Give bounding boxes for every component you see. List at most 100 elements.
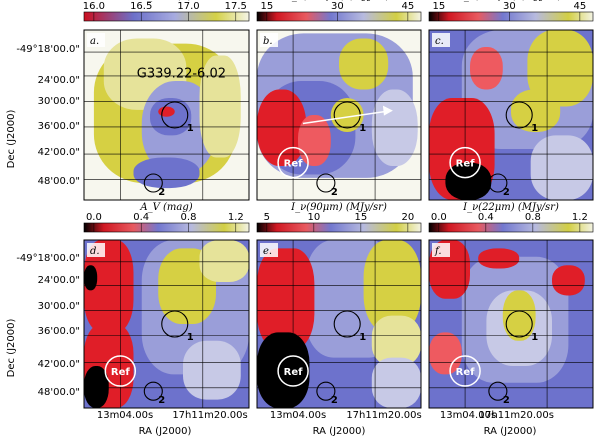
map-region <box>257 89 307 166</box>
panel-label: b. <box>263 36 273 47</box>
dec-ticks-top: -49°18'00.0" 24'00.0" 30'00.0" 36'00.0" … <box>16 44 80 187</box>
map-region <box>84 265 98 291</box>
map-region <box>470 47 503 90</box>
panel-a: 16.0 16.5 17.0 17.5 T_dust (K) a. 1 2 G339.22-6.… <box>83 0 250 201</box>
region-2-label: 2 <box>158 187 165 198</box>
region-1-label: 1 <box>531 123 538 134</box>
colorbar-tick-label: 16.5 <box>130 1 152 12</box>
panel-label-box <box>87 243 105 257</box>
region-1-label: 1 <box>187 332 194 343</box>
map-region <box>530 135 593 200</box>
reference-label: Ref <box>456 367 475 378</box>
map-frame <box>83 29 250 201</box>
region-1-circle <box>333 310 361 338</box>
map-frame <box>428 29 594 201</box>
reference-circle <box>104 355 137 387</box>
panel-title: I_ν(22μm) (MJy/sr) <box>462 202 559 213</box>
colorbar-tick-label: 17.0 <box>177 1 199 12</box>
x-axis-label: RA (J2000) <box>139 426 192 437</box>
map-d <box>84 240 249 408</box>
map-frame <box>256 239 422 409</box>
colorbar-gradient <box>428 11 594 22</box>
map-region <box>527 30 593 107</box>
map-region <box>363 240 421 333</box>
map-region <box>478 248 520 269</box>
map-a <box>84 30 249 200</box>
ra-tick: 13m04.00s <box>97 410 153 421</box>
dec-tick: 48'00.0" <box>38 176 80 187</box>
colorbar-tick-label: 0.0 <box>431 212 447 223</box>
panel-title: I_ν(90μm) (MJy/sr) <box>290 202 387 213</box>
panel-label-box <box>260 243 278 257</box>
panel-title: I_ν(250μm) (MJy/sr) <box>287 0 390 2</box>
panel-label: f. <box>434 246 442 257</box>
colorbar-gradient <box>256 11 422 22</box>
region-2-circle <box>143 173 163 193</box>
colorbar-tick-label: 16.0 <box>83 1 105 12</box>
x-axis-label: RA (J2000) <box>313 426 366 437</box>
colorbar-tick-label: 0.4 <box>478 212 494 223</box>
panel-d: 0.0 0.4 0.8 1.2 A_V (mag) d. 1 2 Ref <box>83 202 250 409</box>
panel-label: c. <box>435 36 444 47</box>
colorbar-f: 0.0 0.4 0.8 1.2 I_ν(22μm) (MJy/sr) <box>428 202 594 233</box>
panel-label-box <box>432 33 450 47</box>
dec-tick: 30'00.0" <box>38 96 80 107</box>
dec-tick: 36'00.0" <box>38 121 80 132</box>
map-region <box>330 98 364 132</box>
map-e <box>257 240 421 408</box>
colorbar-tick-label: 0.0 <box>86 212 102 223</box>
colorbar-gradient <box>83 222 250 233</box>
panel-title: T_dust (K) <box>140 0 192 2</box>
dec-tick: 30'00.0" <box>38 301 80 312</box>
map-region <box>183 340 241 400</box>
dec-tick: 24'00.0" <box>38 275 80 286</box>
panel-c: 15 30 45 I_ν(140μm) (MJy/sr) c. 1 2 Ref <box>428 0 594 201</box>
colorbar-tick-label: 15 <box>260 1 273 12</box>
panel-label-box <box>260 33 278 47</box>
panel-e: 5 10 15 20 I_ν(90μm) (MJy/sr) e. 1 2 Ref <box>256 202 422 409</box>
map-region <box>257 332 310 408</box>
region-1-circle <box>161 310 189 338</box>
panel-b: 15 30 45 I_ν(250μm) (MJy/sr) b. 1 2 Ref <box>256 0 422 201</box>
ra-ticks-bottom: 13m04.00s 17h11m20.00s 13m04.00s 17h11m2… <box>97 410 554 421</box>
region-1-circle <box>161 101 189 129</box>
region-2-circle <box>488 173 508 193</box>
reference-circle <box>277 355 309 387</box>
colorbar-c: 15 30 45 I_ν(140μm) (MJy/sr) <box>428 0 594 22</box>
region-2-label: 2 <box>503 187 510 198</box>
y-axis-label-bottom: Dec (J2000) <box>6 319 17 378</box>
ra-tick: 13m04.00s <box>270 410 326 421</box>
colorbar-tick-label: 20 <box>402 212 415 223</box>
region-1-label: 1 <box>359 332 366 343</box>
map-frame <box>428 239 594 409</box>
colorbar-tick-label: 30 <box>503 1 516 12</box>
map-region <box>257 248 315 350</box>
reference-circle <box>449 355 481 387</box>
reference-label: Ref <box>284 159 303 170</box>
map-region <box>371 357 421 408</box>
colorbar-gradient <box>83 11 250 22</box>
arrow-head <box>382 105 393 116</box>
panel-label-box <box>87 33 105 47</box>
map-region <box>502 290 536 341</box>
map-region <box>445 162 492 200</box>
colorbar-d: 0.0 0.4 0.8 1.2 A_V (mag) <box>83 202 250 233</box>
colorbar-tick-label: 15 <box>354 212 367 223</box>
colorbar-tick-label: 45 <box>402 1 415 12</box>
reference-label: Ref <box>111 367 130 378</box>
map-region <box>133 157 200 189</box>
region-2-label: 2 <box>331 187 338 198</box>
colorbar-tick-label: 5 <box>264 212 270 223</box>
map-region <box>84 366 109 408</box>
panel-title: A_V (mag) <box>139 202 192 213</box>
dec-tick: 24'00.0" <box>38 75 80 86</box>
colorbar-tick-label: 0.8 <box>181 212 197 223</box>
map-region <box>371 89 418 166</box>
map-frame <box>256 29 422 201</box>
panel-label-box <box>432 243 450 257</box>
map-c <box>429 30 593 200</box>
colorbar-a: 16.0 16.5 17.0 17.5 T_dust (K) <box>83 0 250 22</box>
dec-tick: 42'00.0" <box>38 359 80 370</box>
panel-title: I_ν(140μm) (MJy/sr) <box>459 0 562 2</box>
region-2-circle <box>143 381 163 401</box>
